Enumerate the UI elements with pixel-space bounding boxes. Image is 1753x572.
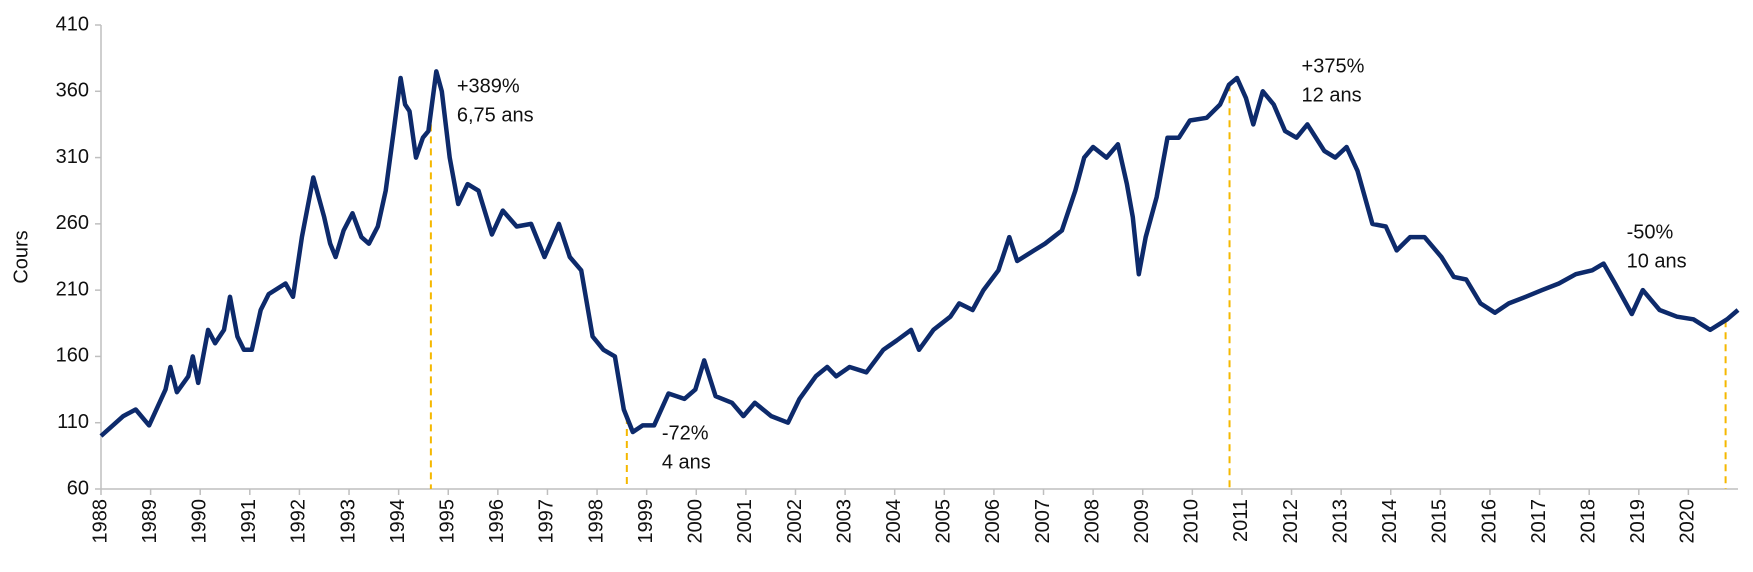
x-tick-label: 2004 <box>883 499 905 544</box>
x-tick-label: 2012 <box>1280 499 1302 544</box>
y-axis-label: Cours <box>10 230 32 283</box>
y-tick-label: 60 <box>67 477 89 499</box>
x-tick-label: 2016 <box>1478 499 1500 544</box>
x-tick-label: 1998 <box>585 499 607 544</box>
x-tick-label: 2011 <box>1230 499 1252 542</box>
x-tick-label: 2015 <box>1429 499 1451 544</box>
x-tick-label: 2009 <box>1131 499 1153 544</box>
annotation-text: 12 ans <box>1302 84 1362 106</box>
x-tick-label: 2018 <box>1577 499 1599 544</box>
x-tick-label: 1993 <box>337 499 359 544</box>
x-tick-label: 2017 <box>1528 499 1550 544</box>
annotation-text: 4 ans <box>662 451 711 473</box>
annotation-text: -50% <box>1627 221 1674 243</box>
x-tick-label: 2013 <box>1329 499 1351 544</box>
x-tick-label: 2000 <box>685 499 707 544</box>
x-tick-label: 2008 <box>1081 499 1103 544</box>
annotation-text: 10 ans <box>1627 250 1687 272</box>
y-tick-label: 110 <box>57 411 89 433</box>
x-tick-label: 1991 <box>238 499 260 544</box>
x-tick-label: 2003 <box>833 499 855 544</box>
x-tick-label: 2010 <box>1181 499 1203 544</box>
x-tick-label: 1996 <box>486 499 508 543</box>
x-tick-label: 2019 <box>1627 499 1649 544</box>
annotation-text: 6,75 ans <box>457 104 534 126</box>
x-tick-label: 1997 <box>536 499 558 544</box>
x-tick-label: 2002 <box>784 499 806 544</box>
x-tick-label: 1988 <box>89 499 111 544</box>
x-tick-label: 2007 <box>1032 499 1054 544</box>
y-tick-label: 260 <box>56 212 89 234</box>
y-tick-label: 160 <box>56 345 89 367</box>
y-tick-label: 410 <box>56 13 89 35</box>
x-tick-label: 2005 <box>933 499 955 544</box>
annotation-text: +375% <box>1302 55 1365 77</box>
x-tick-label: 1989 <box>139 499 161 544</box>
annotation-text: -72% <box>662 422 709 444</box>
x-tick-label: 1992 <box>288 499 310 544</box>
price-line <box>99 69 1740 438</box>
x-tick-label: 2014 <box>1379 499 1401 544</box>
y-tick-label: 210 <box>56 278 89 300</box>
x-tick-label: 1994 <box>387 499 409 544</box>
y-tick-label: 310 <box>56 146 89 168</box>
annotation-text: +389% <box>457 75 520 97</box>
x-tick-label: 2001 <box>734 499 756 544</box>
y-tick-label: 360 <box>56 80 89 102</box>
x-tick-label: 1999 <box>635 499 657 544</box>
x-tick-label: 1995 <box>437 499 459 544</box>
x-tick-label: 1990 <box>188 499 210 544</box>
x-tick-label: 2020 <box>1677 499 1699 544</box>
x-tick-label: 2006 <box>982 499 1004 544</box>
